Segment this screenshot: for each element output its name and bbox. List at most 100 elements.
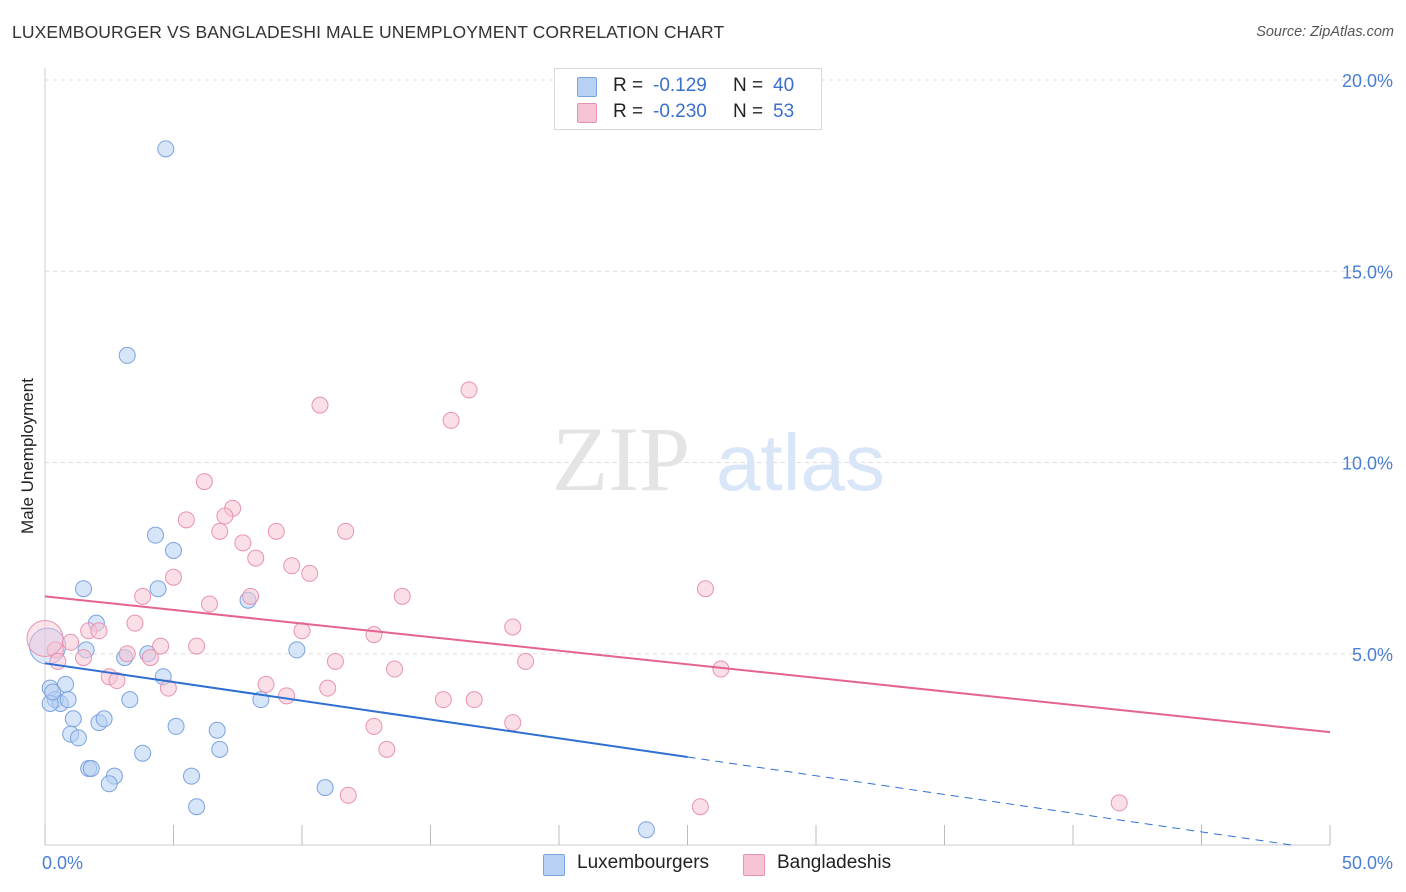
legend-swatch-pink xyxy=(743,854,765,876)
pink-point xyxy=(118,645,136,663)
tick-labels: 5.0% 10.0% 15.0% 20.0% 0.0% 50.0% xyxy=(42,71,1393,873)
legend-n-value: 53 xyxy=(773,101,795,122)
pink-point xyxy=(311,396,329,414)
pink-point xyxy=(200,595,218,613)
legend-swatch-blue xyxy=(577,77,597,97)
axes xyxy=(44,68,1331,846)
pink-point xyxy=(339,786,357,804)
pink-point xyxy=(211,522,229,540)
blue-point xyxy=(316,779,334,797)
legend-swatch-pink xyxy=(577,103,597,123)
watermark: ZIP atlas xyxy=(552,408,885,510)
trend-lines xyxy=(44,595,1331,846)
blue-trend-extension xyxy=(687,756,1292,846)
pink-point xyxy=(188,637,206,655)
pink-point xyxy=(1110,794,1128,812)
pink-point xyxy=(90,622,108,640)
pink-point xyxy=(247,549,265,567)
blue-point xyxy=(637,821,655,839)
pink-point xyxy=(62,633,80,651)
pink-point xyxy=(504,618,522,636)
pink-point xyxy=(293,622,311,640)
pink-trend-line xyxy=(44,595,1331,734)
pink-point xyxy=(337,522,355,540)
y-tick-label: 15.0% xyxy=(1342,262,1393,282)
blue-point xyxy=(75,580,93,598)
blue-point xyxy=(208,721,226,739)
pink-point xyxy=(365,626,383,644)
blue-point xyxy=(211,740,229,758)
legend-series-name: Bangladeshis xyxy=(777,852,892,873)
blue-point xyxy=(288,641,306,659)
pink-point xyxy=(319,679,337,697)
pink-point xyxy=(326,652,344,670)
watermark-atlas: atlas xyxy=(716,418,885,507)
grid-lines xyxy=(45,79,1392,655)
blue-point xyxy=(167,717,185,735)
x-tick-label: 0.0% xyxy=(42,853,83,873)
pink-point xyxy=(517,652,535,670)
pink-point xyxy=(141,649,159,667)
blue-point xyxy=(95,710,113,728)
blue-point xyxy=(118,346,136,364)
blue-point xyxy=(157,140,175,158)
pink-point xyxy=(242,587,260,605)
pink-point xyxy=(278,687,296,705)
legend-r-value: -0.129 xyxy=(653,75,707,96)
pink-point xyxy=(442,411,460,429)
pink-point xyxy=(365,717,383,735)
pink-point xyxy=(159,679,177,697)
pink-point xyxy=(165,568,182,586)
blue-point xyxy=(121,691,139,709)
y-tick-label: 5.0% xyxy=(1352,645,1393,665)
pink-point xyxy=(75,649,93,667)
pink-point xyxy=(460,381,478,399)
pink-point xyxy=(234,534,252,552)
chart-title: LUXEMBOURGER VS BANGLADESHI MALE UNEMPLO… xyxy=(12,22,725,42)
legend-n-value: 40 xyxy=(773,75,795,96)
blue-point xyxy=(59,691,77,709)
legend-swatch-blue xyxy=(543,854,565,876)
legend-n-label: N = xyxy=(733,75,764,96)
y-tick-label: 20.0% xyxy=(1342,71,1393,91)
pink-point xyxy=(393,587,411,605)
correlation-legend: R = -0.129 N = 40 R = -0.230 N = 53 xyxy=(554,68,822,130)
blue-trend-line xyxy=(44,662,688,759)
pink-point xyxy=(216,507,234,525)
source-label: Source: ZipAtlas.com xyxy=(1256,24,1394,40)
blue-point xyxy=(134,744,152,762)
blue-point xyxy=(64,710,82,728)
blue-point xyxy=(44,683,62,701)
pink-point xyxy=(177,511,195,529)
pink-point xyxy=(434,691,452,709)
pink-point xyxy=(257,675,275,693)
legend-r-label: R = xyxy=(613,75,644,96)
blue-point xyxy=(147,526,165,544)
pink-point xyxy=(126,614,144,632)
pink-point xyxy=(134,587,152,605)
pink-point xyxy=(378,740,396,758)
x-tick-label: 50.0% xyxy=(1342,853,1393,873)
blue-point xyxy=(100,775,118,793)
series-legend: Luxembourgers Bangladeshis xyxy=(0,852,1406,878)
pink-point xyxy=(386,660,404,678)
blue-point xyxy=(82,760,100,777)
watermark-zip: ZIP xyxy=(552,408,690,510)
pink-point xyxy=(152,637,170,655)
pink-point xyxy=(283,557,301,575)
pink-point xyxy=(504,714,522,732)
legend-n-label: N = xyxy=(733,101,764,122)
data-points xyxy=(26,140,1128,839)
blue-point xyxy=(188,798,206,816)
pink-point xyxy=(696,580,714,598)
blue-point xyxy=(149,580,167,598)
pink-point xyxy=(26,619,64,657)
y-tick-label: 10.0% xyxy=(1342,454,1393,474)
legend-series-name: Luxembourgers xyxy=(577,852,710,873)
blue-point xyxy=(165,541,182,559)
pink-point xyxy=(691,798,709,816)
blue-point xyxy=(69,729,87,747)
pink-point xyxy=(301,564,319,582)
pink-point xyxy=(108,672,126,690)
